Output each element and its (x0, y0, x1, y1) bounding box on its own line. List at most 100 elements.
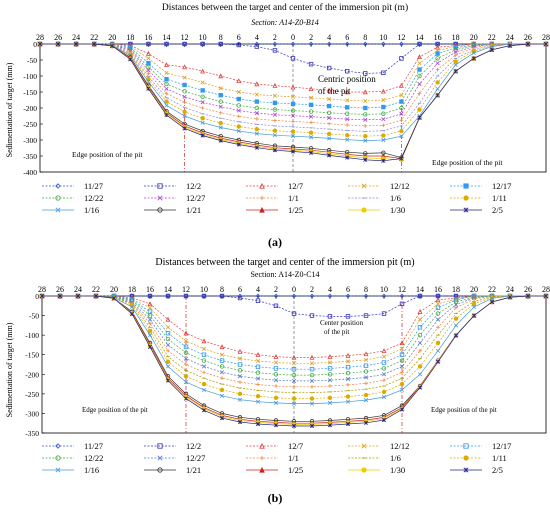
data-point (74, 41, 79, 47)
legend-label: 2/5 (492, 465, 503, 475)
chart-b-panel-label: (b) (268, 491, 283, 505)
data-point (417, 54, 422, 59)
data-point (525, 41, 531, 47)
x-tick-label: 26 (524, 33, 532, 42)
data-point (363, 392, 369, 398)
data-point (110, 43, 115, 49)
data-point (128, 45, 133, 51)
data-point (309, 366, 315, 372)
x-tick-label: 28 (542, 33, 550, 42)
data-point (183, 350, 189, 355)
data-point (255, 364, 261, 370)
legend-marker (463, 195, 469, 201)
data-point (291, 293, 297, 299)
legend-label: 1/6 (390, 453, 401, 463)
chart-b-annotations: Center position of the pit Edge position… (82, 319, 497, 414)
data-point (525, 293, 531, 299)
data-point (182, 100, 187, 105)
data-point (219, 344, 225, 350)
data-point (453, 302, 459, 307)
legend-marker (361, 207, 367, 213)
data-point (417, 372, 423, 377)
x-tick-label: 10 (200, 285, 208, 294)
legend-label: 12/22 (84, 193, 103, 203)
data-point (291, 366, 297, 372)
legend-label: 1/11 (492, 453, 507, 463)
data-point (201, 408, 207, 413)
data-point (381, 97, 386, 103)
data-point (218, 41, 223, 47)
legend-entry: 12/2 (144, 441, 201, 451)
legend-entry: 1/30 (348, 465, 405, 475)
data-point (363, 98, 368, 104)
data-point (435, 301, 441, 306)
data-point (272, 148, 278, 153)
data-point (238, 380, 242, 384)
data-point (236, 108, 241, 113)
data-point (326, 103, 332, 109)
data-point (309, 361, 315, 366)
data-point (417, 41, 422, 47)
x-tick-label: 28 (36, 33, 44, 42)
legend-entry: 1/11 (450, 193, 507, 203)
data-point (453, 299, 459, 305)
data-point (237, 293, 243, 299)
data-point (326, 87, 332, 93)
data-point (309, 372, 315, 378)
y-tick-label: -250 (25, 390, 39, 399)
data-point (273, 372, 279, 377)
data-point (436, 325, 440, 330)
x-tick-label: 8 (219, 33, 223, 42)
legend-entry: 1/1 (246, 193, 299, 203)
data-point (381, 389, 387, 395)
data-point (399, 358, 405, 363)
data-point (308, 102, 314, 107)
data-point (273, 423, 279, 428)
data-point (399, 352, 405, 357)
data-point (200, 94, 205, 99)
data-point (254, 81, 260, 87)
data-point (381, 123, 386, 128)
data-point (399, 346, 405, 351)
legend-label: 11/27 (84, 181, 103, 191)
data-point (346, 383, 350, 387)
y-tick-label: -100 (25, 331, 39, 340)
data-point (201, 352, 207, 357)
series-line-1-11 (42, 295, 546, 399)
legend-label: 1/1 (288, 193, 299, 203)
data-point (272, 112, 278, 117)
data-point (236, 103, 241, 108)
data-point (255, 117, 259, 121)
x-tick-label: 16 (146, 285, 154, 294)
data-point (183, 293, 189, 299)
data-point (272, 133, 278, 138)
legend-label: 2/5 (492, 205, 503, 215)
x-tick-label: 0 (291, 33, 295, 42)
data-point (435, 93, 440, 98)
data-point (201, 346, 207, 351)
legend-marker (259, 206, 265, 213)
data-point (345, 123, 350, 127)
data-point (183, 374, 189, 379)
legend-entry: 1/11 (450, 453, 507, 463)
data-point (218, 93, 223, 98)
data-point (345, 421, 351, 427)
series-line-12-7 (40, 43, 546, 93)
y-tick-label: 0 (35, 292, 39, 301)
data-point (363, 117, 368, 122)
data-point (382, 378, 386, 382)
x-tick-label: 24 (506, 33, 514, 42)
data-point (200, 106, 205, 110)
y-tick-label: -300 (25, 409, 39, 418)
data-point (363, 420, 369, 425)
data-point (165, 364, 171, 369)
data-point (219, 364, 225, 369)
data-point (147, 313, 153, 318)
x-tick-label: 20 (470, 285, 478, 294)
legend-entry: 2/5 (450, 205, 503, 215)
series-line-12-2 (40, 43, 546, 74)
data-point (454, 305, 458, 310)
chart-panel-a: Distances between the target and center … (5, 2, 550, 249)
data-point (453, 323, 459, 328)
x-tick-label: 14 (416, 33, 424, 42)
